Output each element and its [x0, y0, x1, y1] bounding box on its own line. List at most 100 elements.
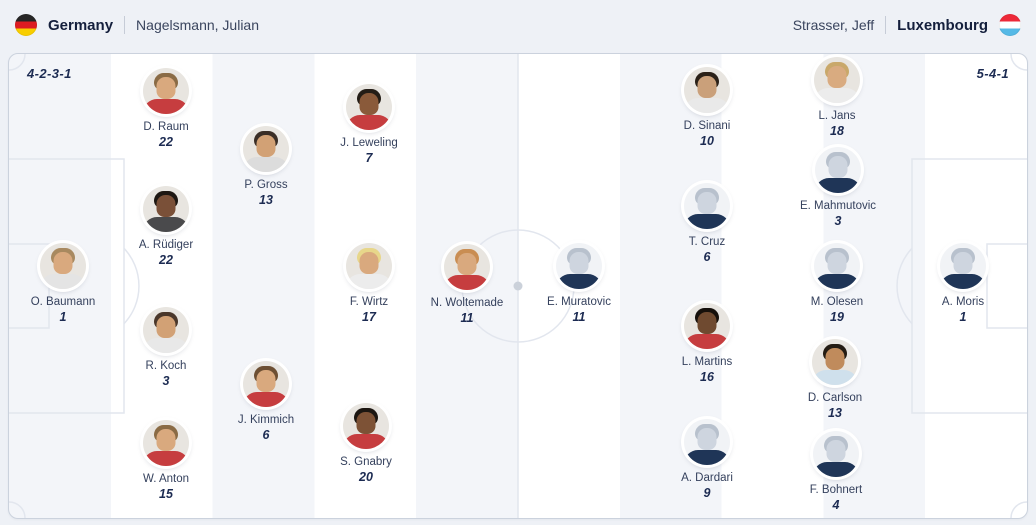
player-number: 11 [572, 310, 586, 324]
player-l-jans[interactable]: L. Jans 18 [777, 57, 897, 138]
player-d-carlson[interactable]: D. Carlson 13 [775, 339, 895, 420]
player-photo-avatar [812, 339, 858, 385]
player-t-cruz[interactable]: T. Cruz 6 [647, 183, 767, 264]
player-name: M. Olesen [810, 296, 864, 308]
player-l-martins[interactable]: L. Martins 16 [647, 303, 767, 384]
player-name: A. Moris [941, 296, 985, 308]
home-coach-name: Nagelsmann, Julian [136, 17, 260, 33]
player-name: A. Dardari [681, 472, 733, 484]
player-photo-avatar [243, 126, 289, 172]
player-number: 3 [162, 374, 170, 388]
player-name: A. Rüdiger [138, 239, 194, 251]
player-number: 6 [262, 428, 270, 442]
player-o-baumann[interactable]: O. Baumann 1 [9, 243, 123, 324]
player-silhouette-avatar [684, 183, 730, 229]
home-formation-label: 4-2-3-1 [27, 66, 72, 81]
player-number: 3 [834, 214, 842, 228]
player-photo-avatar [343, 403, 389, 449]
player-silhouette-avatar [684, 419, 730, 465]
player-a-r-diger[interactable]: A. Rüdiger 22 [106, 186, 226, 267]
player-number: 9 [703, 486, 711, 500]
pitch-markings [9, 54, 1027, 518]
player-name: P. Gross [244, 179, 288, 191]
player-w-anton[interactable]: W. Anton 15 [106, 420, 226, 501]
player-f-wirtz[interactable]: F. Wirtz 17 [309, 243, 429, 324]
center-dot [513, 281, 523, 291]
player-name: E. Mahmutovic [799, 200, 877, 212]
player-name: F. Wirtz [349, 296, 389, 308]
player-e-muratovic[interactable]: E. Muratovic 11 [519, 243, 639, 324]
header-divider [124, 16, 126, 34]
away-team-header: Strasser, Jeff Luxembourg [793, 14, 1021, 36]
player-photo-avatar [346, 243, 392, 289]
player-a-dardari[interactable]: A. Dardari 9 [647, 419, 767, 500]
player-name: S. Gnabry [340, 456, 392, 468]
player-photo-avatar [684, 303, 730, 349]
player-photo-avatar [143, 68, 189, 114]
player-name: E. Muratovic [547, 296, 611, 308]
player-name: O. Baumann [30, 296, 96, 308]
player-photo-avatar [684, 67, 730, 113]
player-number: 16 [700, 370, 714, 384]
away-coach-name: Strasser, Jeff [792, 17, 875, 33]
player-m-olesen[interactable]: M. Olesen 19 [777, 243, 897, 324]
player-number: 1 [59, 310, 67, 324]
germany-flag-icon [15, 14, 37, 36]
home-team-name: Germany [48, 16, 114, 34]
player-photo-avatar [243, 361, 289, 407]
player-name: J. Kimmich [237, 414, 295, 426]
player-d-sinani[interactable]: D. Sinani 10 [647, 67, 767, 148]
player-d-raum[interactable]: D. Raum 22 [106, 68, 226, 149]
player-name: L. Martins [681, 356, 733, 368]
player-number: 15 [159, 487, 173, 501]
luxembourg-flag-icon [999, 14, 1021, 36]
player-p-gross[interactable]: P. Gross 13 [206, 126, 326, 207]
player-name: F. Bohnert [809, 484, 863, 496]
player-photo-avatar [143, 307, 189, 353]
player-number: 4 [832, 498, 840, 512]
player-a-moris[interactable]: A. Moris 1 [903, 243, 1023, 324]
player-photo-avatar [814, 57, 860, 103]
player-photo-avatar [143, 420, 189, 466]
player-j-kimmich[interactable]: J. Kimmich 6 [206, 361, 326, 442]
player-number: 20 [359, 470, 373, 484]
player-name: D. Raum [143, 121, 189, 133]
player-s-gnabry[interactable]: S. Gnabry 20 [306, 403, 426, 484]
player-r-koch[interactable]: R. Koch 3 [106, 307, 226, 388]
player-number: 13 [259, 193, 273, 207]
player-silhouette-avatar [814, 243, 860, 289]
player-number: 18 [830, 124, 844, 138]
player-number: 22 [159, 135, 173, 149]
lineup-header: Germany Nagelsmann, Julian Strasser, Jef… [0, 0, 1036, 50]
player-n-woltemade[interactable]: N. Woltemade 11 [407, 244, 527, 325]
player-number: 22 [159, 253, 173, 267]
player-number: 19 [830, 310, 844, 324]
player-name: L. Jans [818, 110, 856, 122]
player-j-leweling[interactable]: J. Leweling 7 [309, 84, 429, 165]
player-number: 1 [959, 310, 967, 324]
home-team-header: Germany Nagelsmann, Julian [15, 14, 259, 36]
player-name: D. Carlson [807, 392, 863, 404]
away-formation-label: 5-4-1 [976, 66, 1009, 81]
player-number: 10 [700, 134, 714, 148]
player-silhouette-avatar [813, 431, 859, 477]
player-name: R. Koch [145, 360, 187, 372]
player-photo-avatar [143, 186, 189, 232]
player-name: T. Cruz [688, 236, 726, 248]
player-silhouette-avatar [940, 243, 986, 289]
player-photo-avatar [346, 84, 392, 130]
player-name: W. Anton [142, 473, 190, 485]
player-number: 6 [703, 250, 711, 264]
player-silhouette-avatar [556, 243, 602, 289]
player-photo-avatar [444, 244, 490, 290]
player-number: 7 [365, 151, 373, 165]
player-f-bohnert[interactable]: F. Bohnert 4 [776, 431, 896, 512]
player-e-mahmutovic[interactable]: E. Mahmutovic 3 [778, 147, 898, 228]
player-photo-avatar [40, 243, 86, 289]
away-team-name: Luxembourg [897, 16, 988, 34]
pitch: 4-2-3-1 5-4-1 O. Baumann 1 D. Raum 22 P. Gro… [8, 53, 1028, 519]
player-name: J. Leweling [340, 137, 398, 149]
player-name: N. Woltemade [430, 297, 504, 309]
header-divider [885, 16, 887, 34]
player-silhouette-avatar [815, 147, 861, 193]
